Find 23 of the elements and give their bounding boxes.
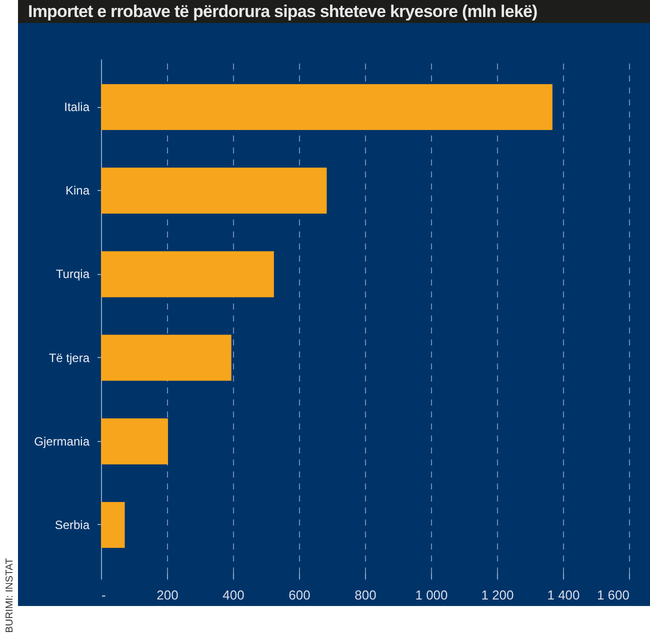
y-tick-label: Gjermania xyxy=(34,434,90,448)
bar xyxy=(101,418,168,464)
x-tick-label: 600 xyxy=(288,588,310,602)
bar xyxy=(101,251,274,298)
x-tick-label: 1 400 xyxy=(547,588,580,602)
x-tick-label: 400 xyxy=(222,588,244,602)
bar xyxy=(101,84,552,130)
y-tick-label: Serbia xyxy=(54,518,90,532)
bar xyxy=(101,502,125,548)
bar xyxy=(101,168,327,214)
y-tick-label: Kina xyxy=(65,184,90,198)
x-tick-label: 1 000 xyxy=(415,588,448,602)
x-tick-label: 200 xyxy=(156,588,178,602)
y-tick-label: Italia xyxy=(64,100,90,114)
chart-title: Importet e rrobave të përdorura sipas shteteve kryesore (mln lekë) xyxy=(18,0,650,23)
y-tick-label: Të tjera xyxy=(48,350,90,365)
y-tick-label: Turqia xyxy=(56,267,90,282)
x-tick-label: 1 200 xyxy=(481,588,514,602)
x-tick-label: 1 600 xyxy=(596,588,630,602)
bar xyxy=(101,334,232,381)
text: BURIMI: INSTAT xyxy=(4,557,16,635)
x-tick-label: 800 xyxy=(354,588,376,602)
x-tick-label: - xyxy=(102,588,106,602)
